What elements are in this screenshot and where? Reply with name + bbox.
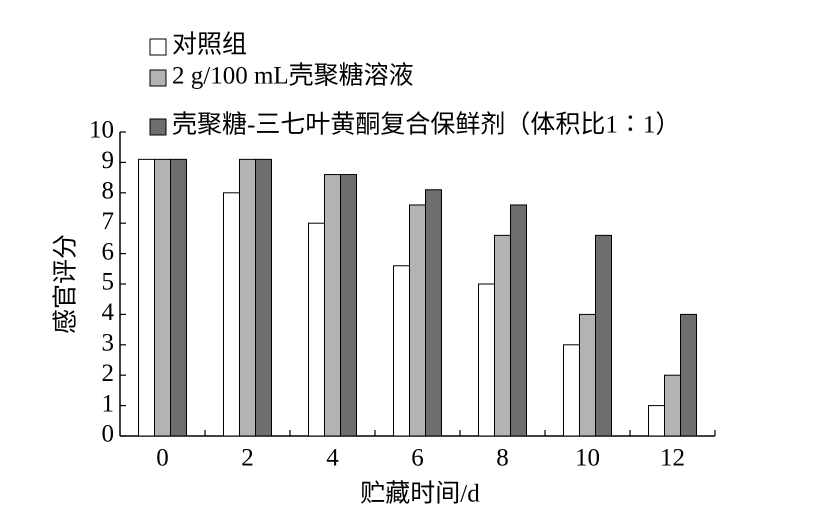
bar <box>223 192 240 437</box>
bar <box>255 158 272 437</box>
bar <box>170 158 187 437</box>
y-tick-label: 7 <box>102 208 115 235</box>
bar <box>680 313 697 437</box>
x-tick-label: 4 <box>326 445 339 472</box>
bar <box>340 174 357 437</box>
bar <box>138 158 155 437</box>
legend-label: 壳聚糖-三七叶黄酮复合保鲜剂（体积比1∶1） <box>172 111 680 139</box>
y-tick-label: 8 <box>102 178 115 205</box>
y-tick-label: 5 <box>102 269 115 296</box>
x-tick-label: 6 <box>411 445 424 472</box>
bar <box>579 313 596 437</box>
y-tick-label: 10 <box>89 117 114 144</box>
legend-label: 2 g/100 mL壳聚糖溶液 <box>172 62 414 90</box>
bar <box>308 222 325 437</box>
bar <box>393 265 410 437</box>
bar <box>409 204 426 437</box>
bar <box>494 234 511 437</box>
bar <box>425 189 442 437</box>
x-tick-label: 2 <box>241 445 254 472</box>
x-tick-label: 12 <box>660 445 685 472</box>
y-tick-label: 4 <box>102 299 115 326</box>
bar <box>595 234 612 437</box>
y-tick-label: 1 <box>102 390 115 417</box>
y-axis-title: 感官评分 <box>52 234 80 334</box>
x-axis-title: 贮藏时间/d <box>360 480 480 508</box>
bar <box>664 374 681 437</box>
bar <box>563 344 580 437</box>
legend-label: 对照组 <box>172 31 247 59</box>
legend-swatch <box>149 118 167 136</box>
x-tick-label: 8 <box>496 445 509 472</box>
x-tick-label: 10 <box>575 445 600 472</box>
bar <box>510 204 527 437</box>
y-tick-label: 9 <box>102 147 115 174</box>
y-tick-label: 2 <box>102 360 115 387</box>
y-tick-label: 0 <box>102 421 115 448</box>
bar <box>324 174 341 437</box>
legend-swatch <box>149 38 167 56</box>
bar <box>648 405 665 437</box>
y-tick-label: 6 <box>102 238 115 265</box>
bar <box>239 158 256 437</box>
x-tick-label: 0 <box>156 445 169 472</box>
bar <box>154 158 171 437</box>
legend-swatch <box>149 69 167 87</box>
y-tick-label: 3 <box>102 330 115 357</box>
bar <box>478 283 495 437</box>
